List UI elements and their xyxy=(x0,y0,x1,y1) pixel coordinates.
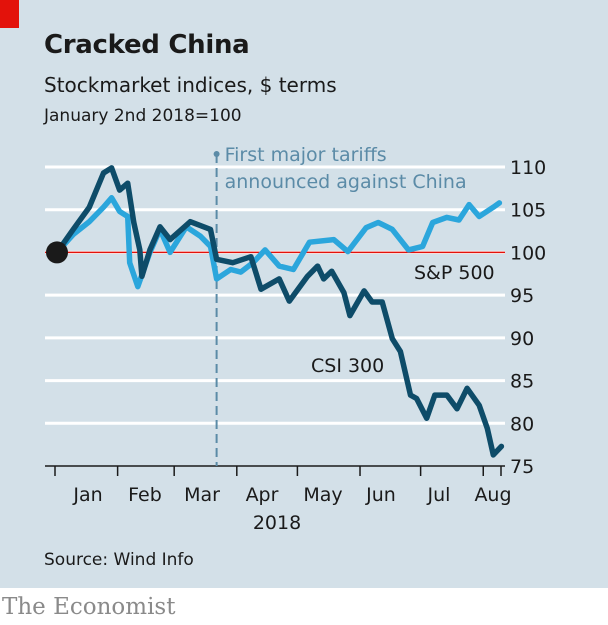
x-tick-label: Jan xyxy=(72,484,102,506)
line-chart: First major tariffs announced against Ch… xyxy=(45,144,546,534)
annotation-line-1: First major tariffs xyxy=(225,144,387,166)
start-point-marker xyxy=(46,241,68,264)
brand-tag xyxy=(0,0,19,28)
economist-logo: The Economist xyxy=(2,594,176,620)
y-tick-label: 100 xyxy=(510,242,546,264)
tariff-marker-dot xyxy=(213,151,220,157)
index-note: January 2nd 2018=100 xyxy=(44,106,242,126)
x-tick-label: May xyxy=(303,484,342,506)
y-tick-label: 85 xyxy=(510,371,534,393)
chart-subtitle: Stockmarket indices, $ terms xyxy=(44,73,337,97)
series-label-sp500: S&P 500 xyxy=(414,262,495,284)
x-tick-label: Feb xyxy=(128,484,162,506)
y-tick-label: 75 xyxy=(510,456,534,478)
x-tick-label: Mar xyxy=(184,484,220,506)
csi300-line xyxy=(54,165,505,458)
annotation-line-2: announced against China xyxy=(225,171,467,193)
series-label-csi300: CSI 300 xyxy=(311,355,384,377)
y-tick-label: 95 xyxy=(510,285,534,307)
source-note: Source: Wind Info xyxy=(44,550,194,570)
x-tick-label: Aug xyxy=(474,484,511,506)
x-tick-label: Jun xyxy=(365,484,396,506)
chart-title: Cracked China xyxy=(44,30,250,60)
y-tick-label: 105 xyxy=(510,200,546,222)
y-tick-label: 110 xyxy=(510,157,546,179)
y-tick-label: 80 xyxy=(510,413,534,435)
x-tick-label: Jul xyxy=(427,484,451,506)
x-axis-label: 2018 xyxy=(253,512,301,534)
x-tick-label: Apr xyxy=(246,484,279,506)
y-tick-label: 90 xyxy=(510,328,534,350)
